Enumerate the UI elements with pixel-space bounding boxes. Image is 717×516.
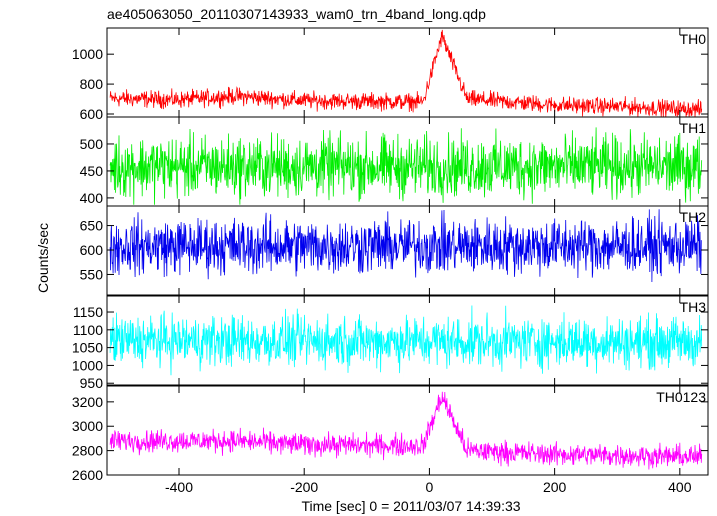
x-tick-label: 400 bbox=[668, 479, 692, 495]
x-tick-label: -400 bbox=[165, 479, 193, 495]
chart-title: ae405063050_20110307143933_wam0_trn_4ban… bbox=[107, 6, 486, 22]
y-tick-label: 600 bbox=[80, 106, 104, 122]
y-tick-label: 1000 bbox=[72, 46, 103, 62]
series-label-th2: TH2 bbox=[680, 209, 707, 225]
series-line-th2 bbox=[109, 209, 702, 283]
x-tick-label: -200 bbox=[290, 479, 318, 495]
panel-th0: 600 800 1000 TH0 bbox=[72, 27, 709, 122]
x-tick-label: 0 bbox=[426, 479, 434, 495]
series-label-th0123: TH0123 bbox=[656, 389, 706, 405]
series-label-th0: TH0 bbox=[680, 31, 707, 47]
y-tick-label: 500 bbox=[80, 136, 104, 152]
panel-th0123: 2600 2800 3000 3200 TH0123 bbox=[72, 385, 709, 483]
series-label-th3: TH3 bbox=[680, 299, 707, 315]
x-tick-label: 200 bbox=[543, 479, 567, 495]
series-label-th1: TH1 bbox=[680, 120, 707, 136]
panel-frame bbox=[106, 385, 709, 476]
y-tick-label: 2800 bbox=[72, 443, 103, 459]
panel-th1: 400 450 500 TH1 bbox=[80, 116, 709, 207]
panels: 600 800 1000 TH0 400 450 500 TH1 550 600 650 TH2 950… bbox=[72, 27, 709, 495]
y-tick-label: 600 bbox=[80, 242, 104, 258]
y-tick-label: 1050 bbox=[72, 340, 103, 356]
y-tick-label: 400 bbox=[80, 190, 104, 206]
series-line-th3 bbox=[109, 305, 703, 376]
y-tick-label: 800 bbox=[80, 76, 104, 92]
panel-th2: 550 600 650 TH2 bbox=[80, 205, 709, 296]
y-tick-label: 550 bbox=[80, 266, 104, 282]
y-tick-label: 950 bbox=[80, 375, 104, 391]
series-line-th1 bbox=[109, 127, 703, 205]
y-tick-label: 450 bbox=[80, 163, 104, 179]
y-tick-label: 650 bbox=[80, 218, 104, 234]
y-axis-label: Counts/sec bbox=[35, 223, 51, 293]
y-tick-label: 1000 bbox=[72, 357, 103, 373]
y-tick-label: 3200 bbox=[72, 394, 103, 410]
series-line-th0 bbox=[109, 29, 703, 118]
y-tick-label: 1100 bbox=[73, 322, 103, 338]
series-line-th0123 bbox=[109, 391, 703, 470]
y-tick-label: 3000 bbox=[72, 418, 103, 434]
y-tick-label: 2600 bbox=[72, 467, 103, 483]
x-axis-label: Time [sec] 0 = 2011/03/07 14:39:33 bbox=[301, 498, 520, 514]
panel-frame bbox=[106, 295, 709, 386]
y-tick-label: 1150 bbox=[73, 304, 103, 320]
